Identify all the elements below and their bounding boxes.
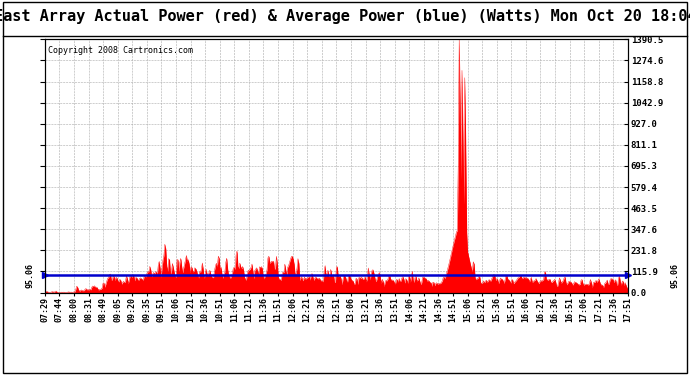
- Text: Copyright 2008 Cartronics.com: Copyright 2008 Cartronics.com: [48, 46, 193, 55]
- Text: 95.06: 95.06: [670, 263, 679, 288]
- Text: East Array Actual Power (red) & Average Power (blue) (Watts) Mon Oct 20 18:04: East Array Actual Power (red) & Average …: [0, 9, 690, 24]
- Text: 95.06: 95.06: [26, 263, 34, 288]
